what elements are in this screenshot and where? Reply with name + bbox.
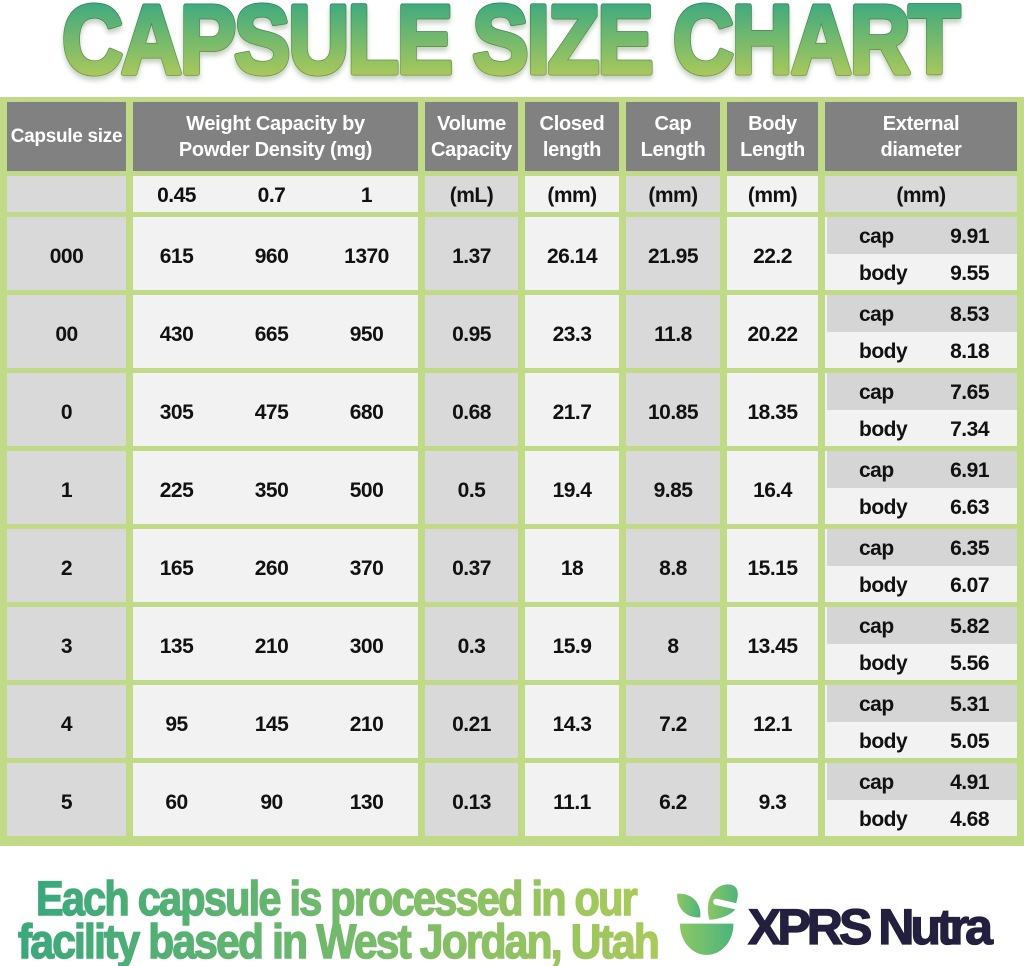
- svg-text:facility based in West Jordan,: facility based in West Jordan, Utah: [18, 916, 658, 966]
- svg-text:Each capsule is processed in o: Each capsule is processed in our: [36, 873, 637, 926]
- svg-text:CAPSULE SIZE CHART: CAPSULE SIZE CHART: [62, 0, 960, 94]
- svg-text:CAPSULE SIZE CHART: CAPSULE SIZE CHART: [62, 0, 960, 94]
- svg-text:XPRS Nutra: XPRS Nutra: [748, 899, 994, 955]
